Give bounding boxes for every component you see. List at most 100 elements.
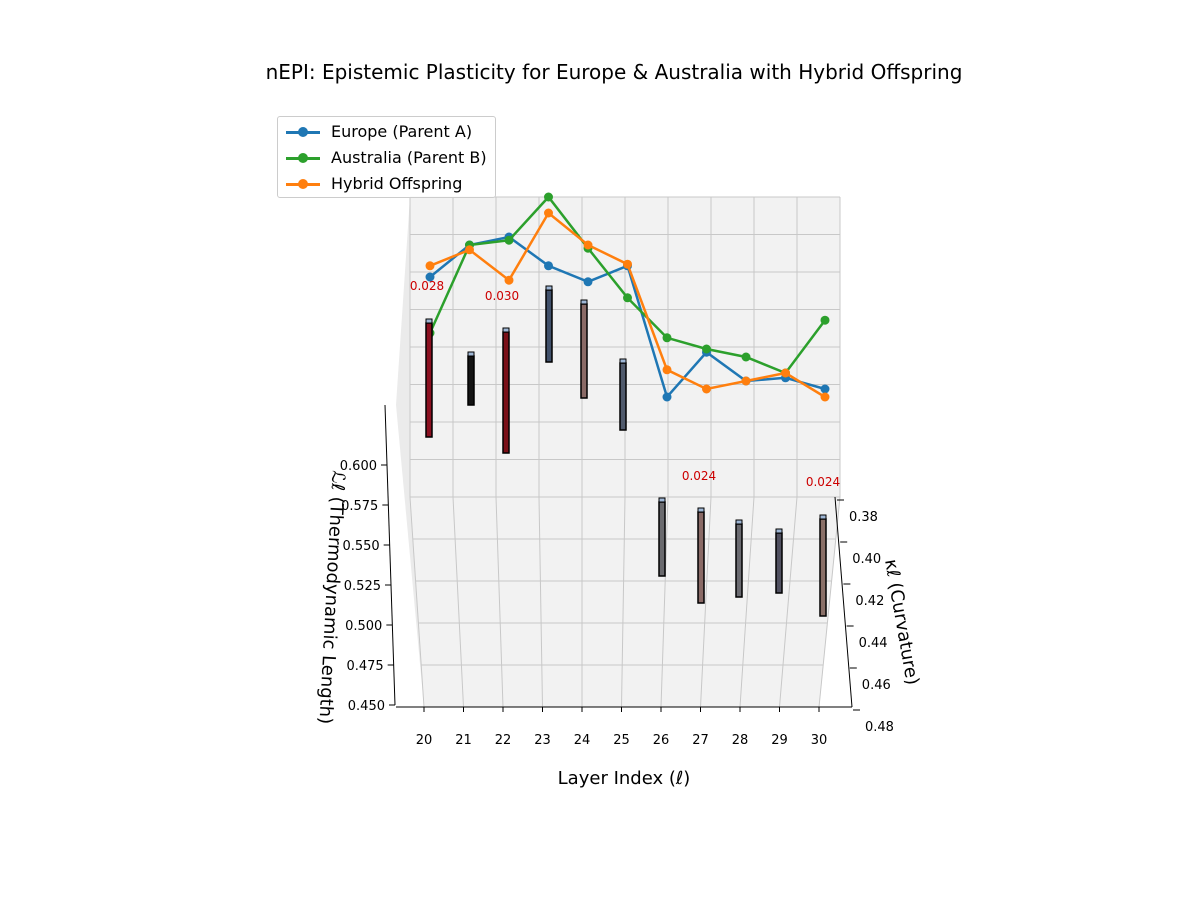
x-tick-label: 20	[416, 733, 433, 748]
y-axis-label: κℓ (Curvature)	[880, 557, 923, 686]
bar-annotation: 0.024	[806, 475, 840, 489]
bar	[467, 351, 475, 406]
series-point	[544, 261, 553, 271]
bar-cap	[819, 514, 827, 520]
grid-line	[495, 496, 504, 708]
bar-body	[819, 518, 827, 617]
series-lines	[425, 192, 830, 402]
x-tick-label: 28	[732, 733, 749, 748]
series-point	[623, 293, 632, 303]
series-point	[544, 208, 553, 218]
series-point	[623, 259, 632, 269]
bar	[697, 507, 705, 604]
series-point	[702, 344, 711, 354]
series-point	[504, 275, 514, 285]
bar-body	[735, 523, 743, 598]
bar-cap	[502, 327, 510, 333]
y-tick-label: 0.38	[849, 510, 878, 525]
series-point	[662, 392, 672, 402]
axis-panes	[396, 197, 840, 707]
y-tick-label: 0.44	[859, 636, 888, 651]
series-point	[465, 245, 474, 255]
series-point	[544, 192, 553, 202]
series-point	[820, 384, 830, 394]
z-tick-label: 0.500	[345, 619, 382, 634]
grid-line	[700, 496, 712, 708]
y-tick-label: 0.46	[862, 678, 891, 693]
grid-line	[739, 496, 755, 708]
bar-body	[467, 355, 475, 406]
bar	[775, 528, 783, 594]
grid-line	[409, 496, 425, 708]
grid-lines	[409, 196, 841, 708]
legend: Europe (Parent A) Australia (Parent B) H…	[277, 116, 496, 198]
bar-cap	[658, 497, 666, 503]
annotations: 0.028 0.030 0.024 0.024	[410, 279, 840, 489]
legend-label: Hybrid Offspring	[331, 174, 463, 193]
legend-marker	[298, 153, 308, 163]
series-point	[820, 392, 830, 402]
x-tick-label: 30	[811, 733, 828, 748]
bar-annotation: 0.028	[410, 279, 444, 293]
bar-body	[502, 331, 510, 454]
legend-label: Europe (Parent A)	[331, 122, 473, 141]
bar-body	[775, 532, 783, 594]
z-axis-line	[384, 404, 396, 706]
z-axis-label: ℒℓ (Thermodynamic Length)	[314, 470, 348, 725]
y-tick-label: 0.48	[865, 720, 894, 735]
grid-line	[452, 496, 464, 708]
grid-line	[779, 496, 798, 708]
series-point	[583, 277, 593, 287]
x-axis-label: Layer Index (ℓ)	[558, 768, 691, 789]
x-tick-label: 27	[692, 733, 709, 748]
bar-cap	[735, 519, 743, 525]
bar-body	[545, 289, 553, 363]
bar-cap	[545, 285, 553, 291]
bar	[502, 327, 510, 454]
series-line	[425, 208, 830, 402]
bar-body	[697, 511, 705, 604]
bar	[580, 299, 588, 399]
z-tick-label: 0.575	[341, 499, 378, 514]
series-point	[741, 376, 751, 386]
series-point	[504, 235, 514, 245]
bar-body	[658, 501, 666, 577]
bar-cap	[467, 351, 475, 357]
x-tick-label: 25	[613, 733, 630, 748]
legend-marker	[298, 179, 308, 189]
legend-label: Australia (Parent B)	[331, 148, 487, 167]
series-point	[820, 315, 830, 325]
z-tick-label: 0.525	[344, 579, 381, 594]
bar	[658, 497, 666, 577]
series-point	[425, 261, 435, 271]
bar-cap	[425, 318, 433, 324]
bar-annotation: 0.024	[682, 469, 716, 483]
grid-line	[538, 496, 543, 708]
series-point	[425, 272, 435, 282]
x-tick-label: 24	[574, 733, 591, 748]
bar	[425, 318, 433, 438]
x-tick-label: 22	[495, 733, 512, 748]
series-point	[583, 240, 593, 250]
bar-annotation: 0.030	[485, 289, 519, 303]
bar	[619, 358, 627, 431]
bar-cap	[697, 507, 705, 513]
y-tick-label: 0.40	[852, 552, 881, 567]
z-tick-label: 0.450	[348, 699, 385, 714]
x-tick-label: 26	[653, 733, 670, 748]
bar	[819, 514, 827, 617]
series-point	[741, 352, 751, 362]
z-tick-label: 0.550	[342, 539, 379, 554]
x-tick-label: 29	[771, 733, 788, 748]
series-point	[662, 365, 672, 375]
axes: 20 21 22 23 24 25 26 27 28 29 30 0.450 0.475 0.500 0.5…	[340, 404, 894, 748]
x-tick-label: 23	[534, 733, 551, 748]
z-tick-label: 0.475	[346, 659, 383, 674]
chart-title: nEPI: Epistemic Plasticity for Europe & …	[265, 60, 963, 84]
grid-line	[621, 496, 626, 708]
legend-marker	[298, 127, 308, 137]
grid-line	[818, 496, 841, 708]
bar-body	[619, 362, 627, 431]
bar-cap	[775, 528, 783, 534]
